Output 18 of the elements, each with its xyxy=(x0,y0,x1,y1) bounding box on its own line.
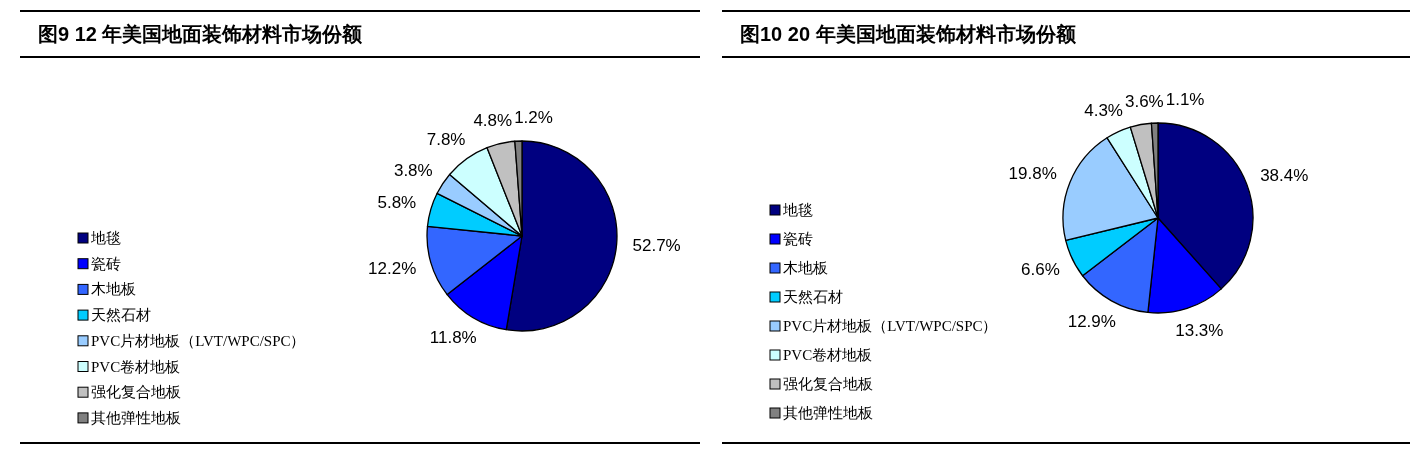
chart-title: 图10 20 年美国地面装饰材料市场份额 xyxy=(722,12,1410,58)
legend-label: PVC片材地板（LVT/WPC/SPC） xyxy=(91,332,306,349)
legend-label: 地毯 xyxy=(782,202,813,218)
legend-label: PVC片材地板（LVT/WPC/SPC） xyxy=(783,318,998,334)
legend-label: 木地板 xyxy=(91,281,136,298)
legend-label: 天然石材 xyxy=(91,307,151,324)
legend-label: PVC卷材地板 xyxy=(91,358,181,375)
legend-label: 天然石材 xyxy=(783,289,843,305)
chart-title: 图9 12 年美国地面装饰材料市场份额 xyxy=(20,12,700,58)
legend-label: 瓷砖 xyxy=(783,231,813,247)
legend-label: 地毯 xyxy=(90,230,121,246)
legend-label: 木地板 xyxy=(783,260,828,276)
legend-label: PVC卷材地板 xyxy=(783,347,873,363)
legend-label: 其他弹性地板 xyxy=(91,409,181,426)
legend-label: 其他弹性地板 xyxy=(783,405,873,421)
legend-label: 强化复合地板 xyxy=(91,384,181,401)
legend-label: 瓷砖 xyxy=(91,255,121,272)
legend-label: 强化复合地板 xyxy=(783,376,873,392)
